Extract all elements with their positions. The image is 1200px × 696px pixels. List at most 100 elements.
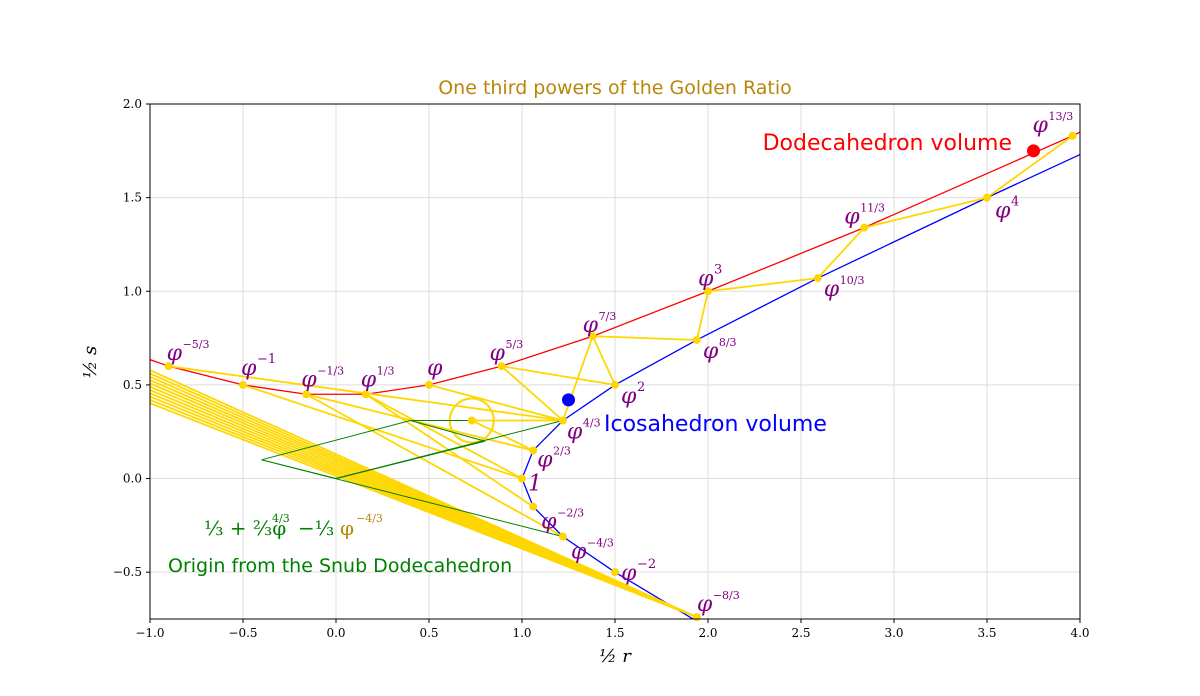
gold-point (1068, 131, 1077, 140)
dodecahedron-volume-point (1027, 144, 1040, 158)
phi-exponent: 10/3 (840, 274, 865, 287)
phi-base: φ (167, 341, 183, 366)
formula-tail: φ (340, 516, 354, 540)
snub-line (261, 420, 411, 461)
phi-power-label: φ 8/3 (703, 336, 737, 364)
snub-dodecahedron-label: Origin from the Snub Dodecahedron (168, 555, 512, 577)
phi-power-label: φ −4/3 (571, 537, 614, 565)
snub-line (261, 459, 337, 480)
curves (150, 131, 1080, 619)
gold-point (497, 362, 506, 371)
gold-point (361, 390, 370, 399)
phi-base: φ (824, 277, 840, 302)
phi-power-label: φ 10/3 (824, 274, 865, 302)
x-tick-label: 4.0 (1070, 626, 1089, 640)
phi-power-label: 1 (528, 472, 542, 497)
gold-lines (150, 135, 1074, 618)
phi-exponent: −2/3 (557, 507, 584, 520)
x-tick-label: 1.0 (512, 626, 531, 640)
phi-exponent: 4/3 (583, 416, 601, 429)
phi-base: φ (583, 313, 599, 338)
x-tick-label: −1.0 (135, 626, 164, 640)
snub-line (410, 420, 485, 442)
phi-base: φ (844, 205, 860, 230)
phi-exponent: 3 (714, 262, 722, 277)
gold-point (239, 380, 247, 389)
gold-chain-line (501, 365, 616, 386)
phi-power-label: φ 7/3 (583, 310, 617, 338)
phi-base: φ (621, 561, 637, 586)
phi-exponent: −1/3 (317, 364, 344, 377)
phi-power-label: φ 4/3 (567, 416, 601, 444)
x-tick-label: 0.5 (419, 626, 438, 640)
gold-chain-line (986, 135, 1074, 199)
snub-lines (261, 419, 564, 538)
gold-point (302, 390, 311, 399)
phi-base: φ (1033, 113, 1049, 138)
gold-point (518, 474, 526, 483)
point-labels: φ −5/3φ −1φ −1/3 φ 1/3 φφ 5/3φ 7/3φ 3φ 11/3φ 13/3φ 2… (167, 110, 1074, 617)
gold-point (611, 380, 619, 389)
gold-chain-line (707, 277, 818, 293)
x-tick-label: 2.5 (791, 626, 810, 640)
phi-power-label: φ −8/3 (697, 589, 740, 617)
phi-exponent: −4/3 (587, 537, 614, 550)
snub-origin-point (467, 416, 476, 425)
icosahedron-volume-point (562, 393, 575, 407)
phi-exponent: −1 (257, 352, 276, 367)
gold-point (588, 332, 597, 341)
gold-fan-line (500, 365, 564, 422)
phi-base: φ (567, 419, 583, 444)
phi-base: φ (698, 266, 714, 291)
phi-base: φ (697, 592, 713, 617)
gold-point (704, 287, 712, 296)
formula-exponent: 4/3 (272, 512, 290, 525)
phi-exponent: 13/3 (1049, 110, 1074, 123)
gold-chain-line (817, 226, 865, 279)
x-tick-label: 2.0 (698, 626, 717, 640)
phi-exponent: 4 (1011, 195, 1019, 210)
y-tick-label: 0.0 (123, 472, 142, 486)
dodecahedron-volume-label: Dodecahedron volume (763, 131, 1012, 156)
phi-power-label: φ −1 (241, 352, 276, 381)
gold-point (813, 274, 822, 283)
gold-fan-line (242, 384, 523, 480)
formula-tail-exponent: −4/3 (356, 512, 383, 525)
phi-base: φ (241, 356, 257, 381)
phi-base: φ (571, 540, 587, 565)
formula-minus: −⅓ (298, 516, 334, 540)
y-tick-label: 1.0 (123, 284, 142, 298)
formula-snub-part: ⅓ + ⅔φ (204, 516, 286, 540)
x-tick-label: 0.0 (326, 626, 345, 640)
gold-point (529, 446, 538, 455)
gold-fan-line (305, 393, 564, 538)
phi-power-label: φ 1/3 (361, 364, 395, 392)
y-tick-label: 1.5 (123, 191, 142, 205)
phi-exponent: 2/3 (553, 444, 571, 457)
phi-exponent: 2 (637, 380, 645, 395)
phi-power-label: φ 13/3 (1033, 110, 1074, 138)
x-tick-label: −0.5 (228, 626, 257, 640)
phi-power-label: φ 2/3 (537, 444, 571, 472)
phi-exponent: 1/3 (377, 364, 395, 377)
phi-base: 1 (528, 472, 542, 497)
phi-power-label: φ −2/3 (541, 507, 584, 535)
gold-fan-line (365, 393, 523, 480)
x-axis-label: ½ r (599, 646, 632, 667)
phi-base: φ (361, 367, 377, 392)
gold-point (611, 568, 619, 577)
icosahedron-curve (521, 153, 1080, 619)
phi-power-label: φ (427, 356, 443, 381)
phi-base: φ (301, 367, 317, 392)
grid-lines (149, 103, 1081, 619)
phi-base: φ (537, 447, 553, 472)
phi-power-label: φ 11/3 (844, 202, 885, 230)
x-tick-label: 3.0 (884, 626, 903, 640)
phi-exponent: −5/3 (183, 338, 210, 351)
phi-exponent: −2 (637, 557, 656, 572)
gold-chain-line (695, 291, 709, 341)
x-tick-label: 1.5 (605, 626, 624, 640)
